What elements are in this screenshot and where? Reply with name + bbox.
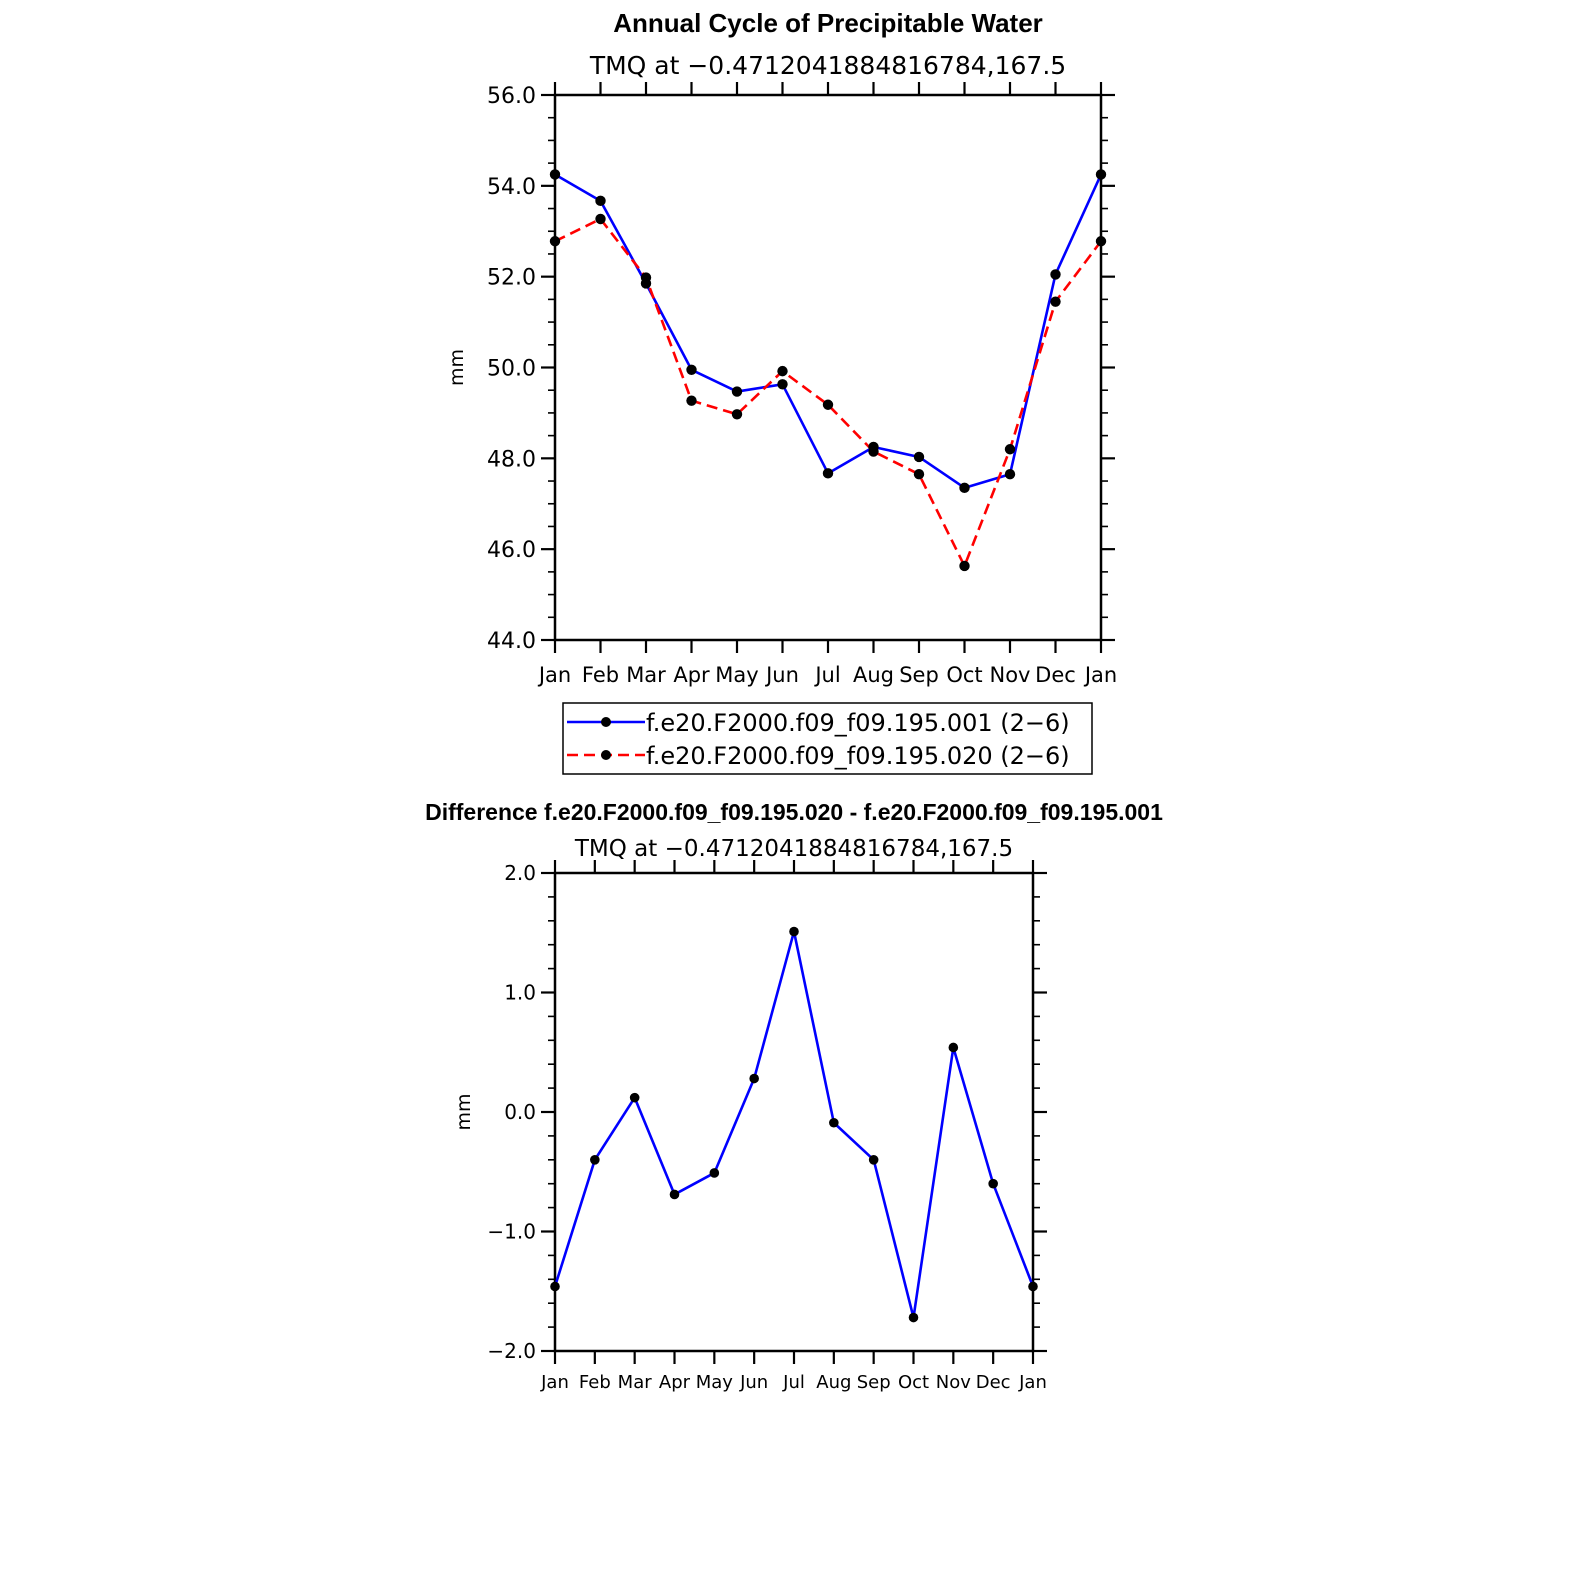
chart-subtitle: TMQ at −0.4712041884816784,167.5 bbox=[589, 51, 1066, 80]
data-point bbox=[590, 1155, 600, 1165]
data-point bbox=[629, 1092, 640, 1103]
data-point bbox=[686, 395, 697, 406]
x-tick-label: Oct bbox=[946, 663, 982, 687]
data-point bbox=[988, 1178, 998, 1189]
x-tick-label: Mar bbox=[626, 663, 666, 687]
data-point bbox=[959, 482, 970, 494]
y-tick-label: 2.0 bbox=[504, 861, 536, 885]
y-tick-label: 1.0 bbox=[504, 981, 536, 1005]
data-point bbox=[1095, 169, 1107, 180]
x-tick-label: Nov bbox=[936, 1372, 971, 1393]
data-point bbox=[595, 213, 606, 225]
chart-title: Annual Cycle of Precipitable Water bbox=[613, 8, 1043, 38]
data-point bbox=[908, 1312, 919, 1323]
legend: f.e20.F2000.f09_f09.195.001 (2−6) f.e20.F… bbox=[562, 702, 1093, 775]
data-point bbox=[549, 236, 561, 247]
x-tick-label: Feb bbox=[582, 663, 619, 687]
y-tick-label: 46.0 bbox=[487, 538, 536, 563]
y-axis-label: mm bbox=[446, 349, 468, 386]
data-point bbox=[686, 364, 697, 375]
data-point bbox=[913, 451, 925, 463]
x-tick-label: Dec bbox=[976, 1372, 1011, 1393]
series-line-1 bbox=[554, 173, 1103, 490]
chart-2: Difference f.e20.F2000.f09_f09.195.020 -… bbox=[425, 799, 1163, 1393]
data-point bbox=[549, 169, 561, 180]
data-point bbox=[731, 386, 743, 397]
data-point bbox=[829, 1117, 839, 1128]
x-tick-label: Sep bbox=[899, 663, 939, 687]
data-point bbox=[948, 1042, 959, 1053]
x-tick-label: Jan bbox=[1083, 663, 1117, 687]
series-line-1 bbox=[553, 930, 1035, 1319]
data-point bbox=[777, 365, 788, 377]
y-tick-label: 50.0 bbox=[487, 356, 536, 381]
data-point bbox=[1050, 269, 1061, 280]
x-tick-label: Jan bbox=[540, 1372, 569, 1393]
data-point bbox=[640, 272, 652, 283]
legend-marker bbox=[601, 717, 611, 727]
x-tick-label: Sep bbox=[857, 1372, 891, 1393]
x-tick-label: Apr bbox=[673, 663, 710, 687]
data-point bbox=[959, 560, 970, 572]
x-tick-label: Dec bbox=[1035, 663, 1076, 687]
legend-box bbox=[562, 702, 1093, 775]
data-point bbox=[913, 469, 925, 480]
chart-1: Annual Cycle of Precipitable Water TMQ at… bbox=[446, 8, 1117, 775]
x-tick-label: Mar bbox=[618, 1372, 653, 1393]
y-tick-label: −2.0 bbox=[487, 1339, 536, 1363]
y-tick-label: 54.0 bbox=[487, 175, 536, 200]
data-point bbox=[777, 379, 788, 390]
data-point bbox=[789, 926, 799, 937]
x-tick-label: Oct bbox=[898, 1372, 929, 1393]
data-point bbox=[1050, 296, 1061, 307]
data-point bbox=[669, 1189, 680, 1200]
legend-marker bbox=[601, 750, 611, 760]
x-tick-label: Nov bbox=[990, 663, 1031, 687]
data-point bbox=[868, 1155, 879, 1165]
plot-frame bbox=[553, 93, 1103, 642]
chart-subtitle: TMQ at −0.4712041884816784,167.5 bbox=[574, 836, 1013, 862]
x-tick-label: Jun bbox=[764, 663, 799, 687]
y-tick-label: 56.0 bbox=[487, 84, 536, 109]
x-tick-label: Feb bbox=[579, 1372, 611, 1393]
x-tick-label: Jan bbox=[537, 663, 571, 687]
x-tick-label: Aug bbox=[853, 663, 894, 687]
y-axis-label: mm bbox=[453, 1093, 475, 1130]
data-point bbox=[1095, 236, 1107, 247]
data-point bbox=[822, 468, 834, 479]
y-tick-label: 48.0 bbox=[487, 447, 536, 472]
data-point bbox=[1028, 1281, 1038, 1292]
data-point bbox=[868, 446, 879, 457]
chart-title: Difference f.e20.F2000.f09_f09.195.020 -… bbox=[425, 799, 1163, 825]
data-point bbox=[595, 195, 606, 207]
series-line-2 bbox=[554, 217, 1103, 568]
x-tick-label: May bbox=[696, 1372, 734, 1393]
data-point bbox=[1004, 444, 1016, 455]
y-tick-label: 0.0 bbox=[504, 1100, 536, 1124]
legend-label-2: f.e20.F2000.f09_f09.195.020 (2−6) bbox=[646, 742, 1070, 770]
data-point bbox=[749, 1073, 759, 1084]
legend-label-1: f.e20.F2000.f09_f09.195.001 (2−6) bbox=[646, 709, 1070, 737]
x-tick-label: Jun bbox=[739, 1372, 768, 1393]
x-tick-label: Jan bbox=[1018, 1372, 1047, 1393]
data-point bbox=[550, 1281, 560, 1292]
x-tick-label: Jul bbox=[813, 663, 840, 687]
x-tick-label: Aug bbox=[816, 1372, 851, 1393]
data-point bbox=[1004, 469, 1016, 480]
x-tick-label: Jul bbox=[782, 1372, 805, 1393]
y-tick-label: 52.0 bbox=[487, 266, 536, 291]
data-point bbox=[731, 409, 743, 420]
x-tick-label: May bbox=[715, 663, 758, 687]
y-tick-label: −1.0 bbox=[487, 1220, 536, 1244]
x-tick-label: Apr bbox=[659, 1372, 691, 1393]
y-tick-label: 44.0 bbox=[487, 629, 536, 654]
data-point bbox=[822, 399, 834, 410]
data-point bbox=[709, 1168, 720, 1178]
